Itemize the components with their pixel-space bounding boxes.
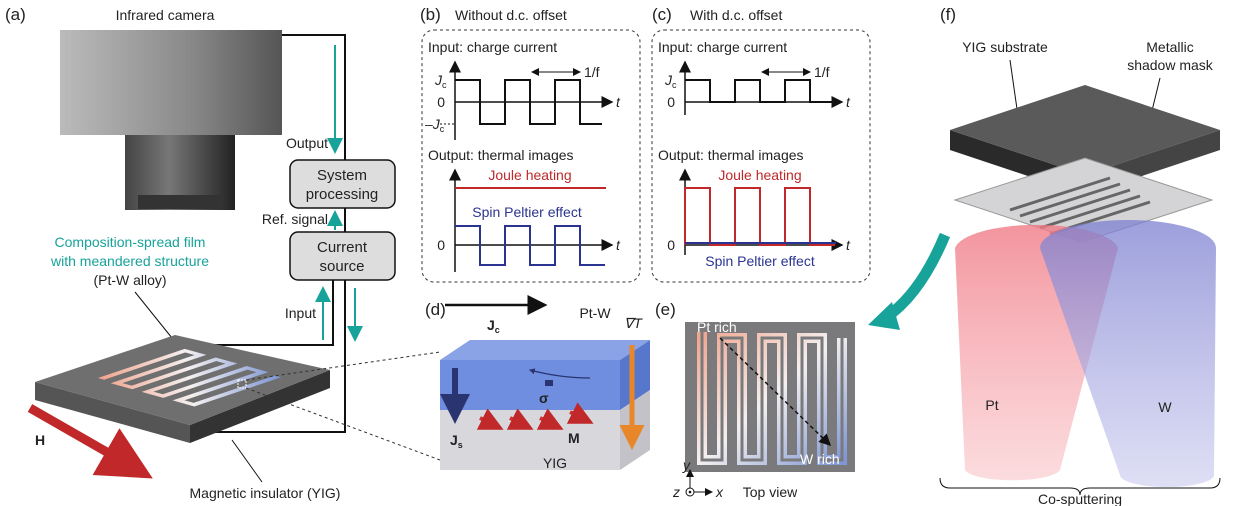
symbol: –J <box>424 116 441 132</box>
panel-label: (d) <box>425 300 446 319</box>
leader <box>135 292 172 338</box>
axis-label: 0 <box>437 237 445 253</box>
subscript: c <box>495 325 500 335</box>
film-label: Composition-spread film <box>55 234 206 250</box>
box-text: processing <box>306 186 379 203</box>
section-title: Output: thermal images <box>428 147 574 163</box>
panel-label: (b) <box>420 5 441 24</box>
axis-label: 0 <box>667 237 675 253</box>
subscript: c <box>672 80 677 90</box>
field-label: H <box>35 432 45 448</box>
axis-label: y <box>682 457 691 473</box>
joule-waveform <box>685 188 835 245</box>
joule-label: Joule heating <box>488 167 571 183</box>
input-label: Input <box>285 305 316 321</box>
box-text: Current <box>317 239 368 256</box>
period-label: 1/f <box>814 64 830 80</box>
camera-label: Infrared camera <box>116 7 215 23</box>
section-title: Input: charge current <box>658 39 787 55</box>
box-text: source <box>319 258 364 275</box>
ref-label: Ref. signal <box>262 211 328 227</box>
caption: Co-sputtering <box>1038 491 1122 506</box>
caption: Top view <box>743 484 798 500</box>
panel-label: (e) <box>655 300 676 319</box>
ptw-layer <box>440 360 620 410</box>
jc-label: Jc <box>487 317 500 335</box>
axis-label: t <box>846 237 851 253</box>
spin-label: Spin Peltier effect <box>472 204 582 220</box>
pt-label: Pt <box>985 397 998 413</box>
film-label: with meandered structure <box>50 253 209 269</box>
camera-body <box>60 30 282 135</box>
joule-label: Joule heating <box>718 167 801 183</box>
insulator-label: Magnetic insulator (YIG) <box>190 485 341 501</box>
yig-layer <box>440 410 620 470</box>
output-label: Output <box>286 135 328 151</box>
film-label: (Pt-W alloy) <box>93 272 166 288</box>
subscript: s <box>458 440 463 450</box>
gradient-label: ∇T <box>624 315 643 331</box>
box-text: System <box>317 167 367 184</box>
axis-label: Jc <box>434 72 447 90</box>
w-label: W <box>1158 399 1172 415</box>
symbol: J <box>487 317 495 333</box>
box-top <box>440 340 650 360</box>
axis-label: Jc <box>664 72 677 90</box>
layer-label: Pt-W <box>579 305 611 321</box>
top-view <box>685 322 855 472</box>
pt-rich-label: Pt rich <box>697 319 737 335</box>
section-title: Output: thermal images <box>658 147 804 163</box>
panel-title: With d.c. offset <box>690 7 782 23</box>
z-axis <box>689 491 692 494</box>
subscript: c <box>442 80 447 90</box>
axis-label: z <box>672 484 680 500</box>
period-label: 1/f <box>584 64 600 80</box>
panel-label: (c) <box>652 5 672 24</box>
m-label: M <box>568 430 580 446</box>
axis-label: –Jc <box>424 116 445 134</box>
figure: (a) Infrared camera Output System proces… <box>0 0 1233 506</box>
leader <box>232 440 262 482</box>
axis-label: x <box>715 484 724 500</box>
subscript: c <box>440 124 445 134</box>
process-arrow <box>885 235 945 318</box>
axis-label: t <box>616 94 621 110</box>
axis-label: t <box>846 94 851 110</box>
section-title: Input: charge current <box>428 39 557 55</box>
panel-label: (f) <box>940 5 956 24</box>
sigma-label: σ <box>539 390 549 406</box>
axis-label: t <box>616 237 621 253</box>
axis-label: 0 <box>667 94 675 110</box>
substrate-label: YIG substrate <box>962 39 1048 55</box>
axis-label: 0 <box>437 94 445 110</box>
spin <box>545 380 553 386</box>
spin-label: Spin Peltier effect <box>705 253 815 269</box>
lens-ring <box>138 195 223 209</box>
waveform <box>685 80 832 102</box>
panel-title: Without d.c. offset <box>455 7 567 23</box>
w-rich-label: W rich <box>800 451 840 467</box>
panel-label: (a) <box>5 5 26 24</box>
yig-label: YIG <box>543 455 567 471</box>
symbol: J <box>450 432 458 448</box>
mask-label: shadow mask <box>1127 57 1214 73</box>
mask-label: Metallic <box>1146 39 1193 55</box>
zoom-line <box>246 388 440 460</box>
